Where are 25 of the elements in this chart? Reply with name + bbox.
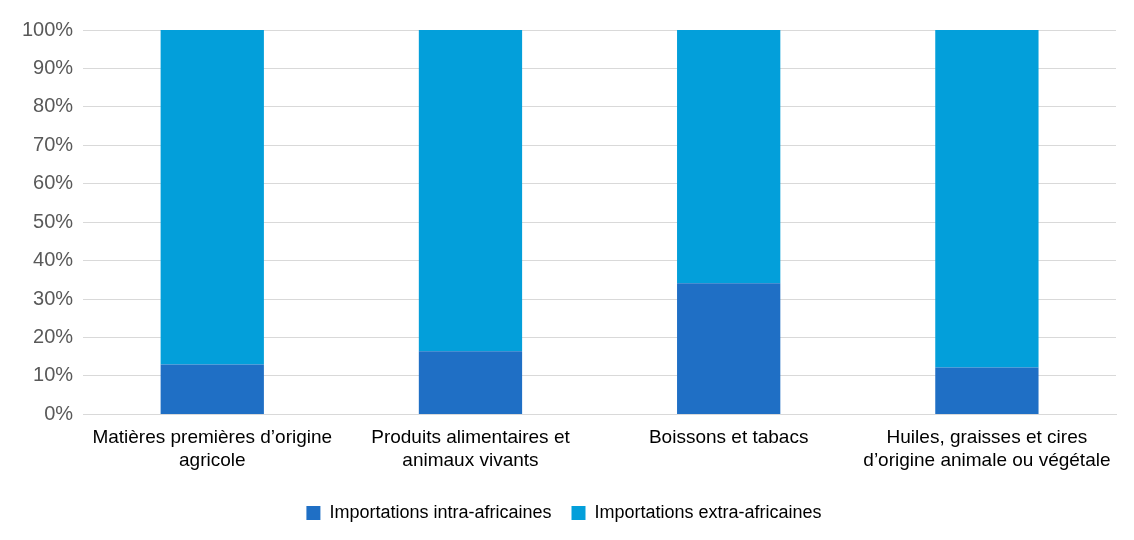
x-tick-label: Boissons et tabacs: [648, 426, 809, 448]
bar: [677, 30, 781, 284]
x-tick-label: Matières premières d’origine agricole: [92, 426, 333, 470]
y-tick-label: 20%: [33, 325, 74, 348]
bar: [160, 364, 264, 414]
x-tick-label: Produits alimentaires et animaux vivants: [371, 426, 571, 470]
y-tick-label: 30%: [33, 286, 74, 309]
bar: [160, 30, 264, 365]
legend-label: Importations extra-africaines: [594, 501, 822, 522]
y-tick-label: 10%: [33, 363, 74, 386]
y-tick-label: 0%: [44, 401, 74, 424]
y-tick-label: 60%: [33, 171, 74, 194]
bar: [418, 351, 523, 414]
x-tick-label: Huiles, graisses et cires d’origine animale ou végétale: [863, 426, 1111, 470]
y-tick-label: 40%: [33, 248, 74, 271]
y-tick-label: 70%: [33, 132, 74, 155]
y-tick-label: 80%: [33, 94, 74, 117]
y-tick-label: 100%: [22, 17, 74, 40]
bar: [418, 30, 523, 352]
bar: [935, 367, 1039, 414]
y-tick-label: 50%: [33, 209, 74, 232]
legend-label: Importations intra-africaines: [329, 501, 552, 522]
y-tick-label: 90%: [33, 55, 74, 78]
bar: [677, 283, 781, 414]
bar: [935, 30, 1039, 368]
